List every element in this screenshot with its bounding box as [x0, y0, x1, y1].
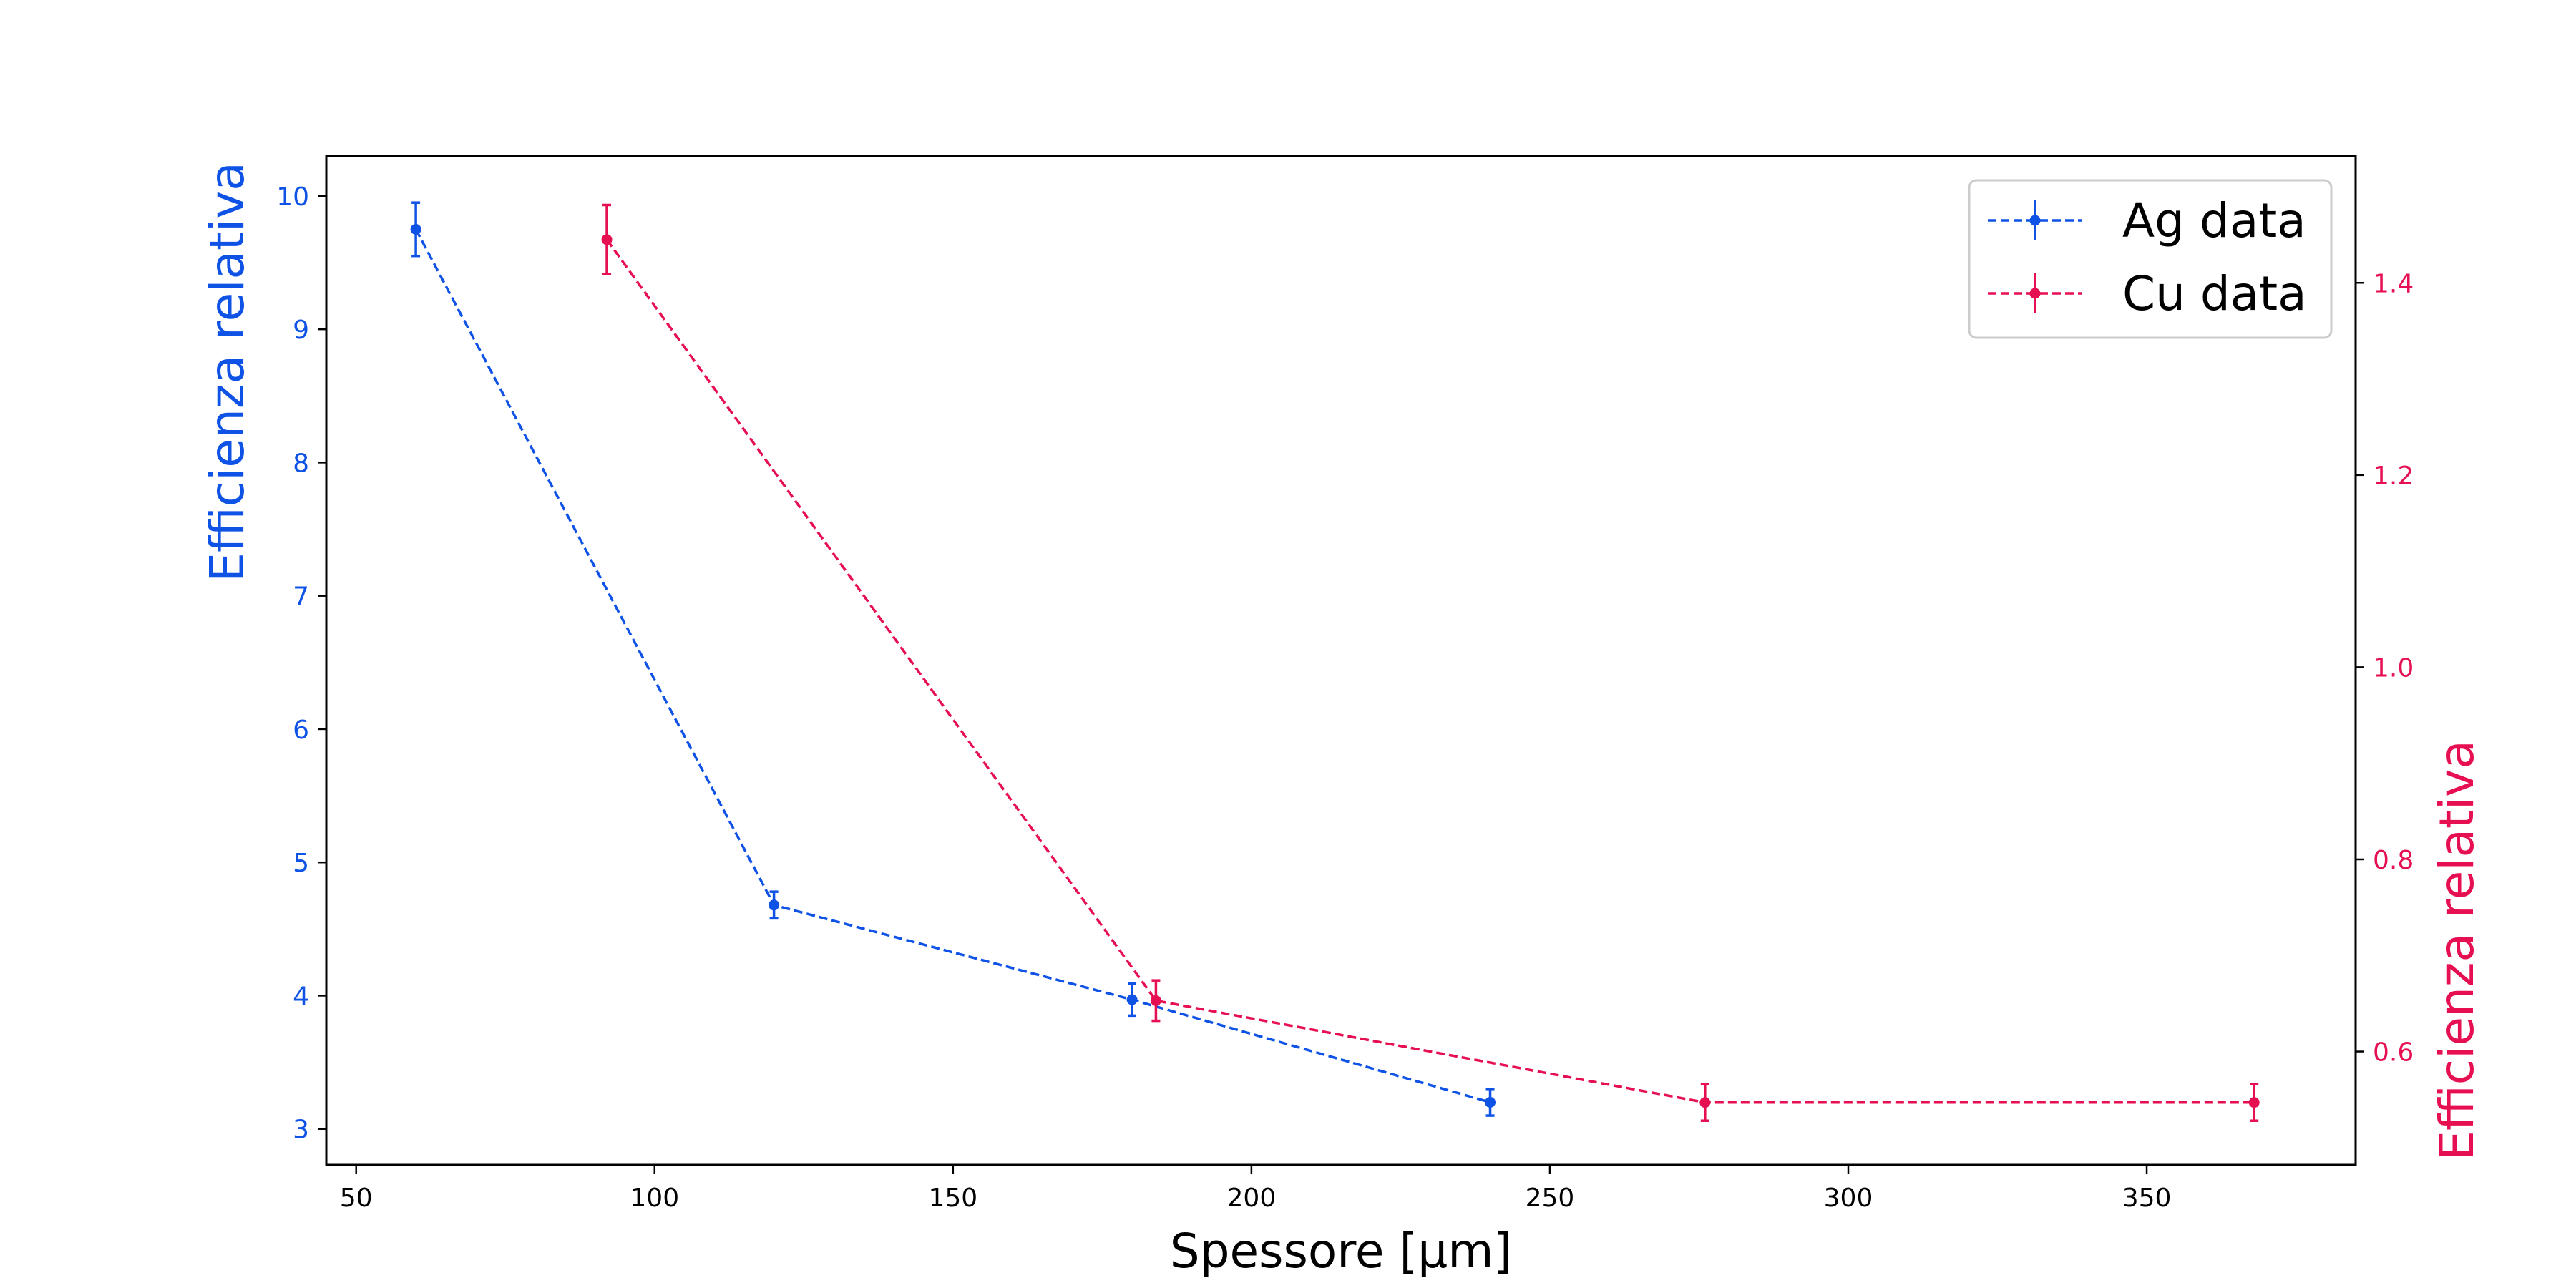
left-y-tick-label: 8 — [293, 449, 309, 478]
data-point — [410, 223, 421, 235]
legend-label-cu: Cu data — [2122, 266, 2307, 321]
x-tick-label: 200 — [1227, 1184, 1277, 1213]
legend-marker-cu — [2029, 288, 2041, 299]
legend-entry-cu: Cu data — [1988, 266, 2307, 321]
left-y-tick-label: 5 — [293, 849, 309, 878]
data-point — [601, 234, 613, 245]
left-y-tick-label: 9 — [293, 316, 309, 345]
series-ag-data — [410, 201, 1496, 1117]
legend-entry-ag: Ag data — [1988, 193, 2306, 248]
x-tick-label: 250 — [1526, 1184, 1575, 1213]
left-y-axis: 3 4 5 6 7 8 9 10 — [276, 182, 326, 1145]
legend-marker-ag — [2029, 215, 2041, 226]
data-point — [2248, 1097, 2260, 1108]
x-tick-label: 150 — [928, 1184, 977, 1213]
series-line-ag-data — [414, 228, 1491, 1104]
x-tick-label: 300 — [1824, 1184, 1873, 1213]
plot-frame — [325, 155, 2357, 1166]
series-layer — [410, 201, 2260, 1122]
left-y-tick-label: 10 — [276, 182, 309, 212]
series-line-cu-data — [605, 238, 2255, 1104]
x-tick-label: 50 — [340, 1184, 373, 1213]
right-y-tick-label: 0.6 — [2373, 1038, 2414, 1068]
data-point — [1150, 995, 1161, 1006]
left-y-axis-title: Efficienza relativa — [200, 162, 255, 582]
series-cu-data — [601, 203, 2260, 1122]
x-tick-label: 100 — [630, 1184, 679, 1213]
data-point — [1126, 994, 1138, 1005]
data-point — [769, 899, 780, 911]
x-axis: 50 100 150 200 250 300 350 — [340, 1165, 2172, 1213]
right-y-tick-label: 0.8 — [2373, 846, 2414, 875]
x-axis-title: Spessore [μm] — [1170, 1224, 1513, 1279]
right-y-tick-label: 1.0 — [2373, 653, 2414, 683]
x-tick-label: 350 — [2122, 1184, 2172, 1213]
left-y-tick-label: 7 — [293, 582, 309, 612]
right-y-tick-label: 1.2 — [2373, 462, 2414, 491]
right-y-tick-label: 1.4 — [2373, 269, 2414, 298]
legend: Ag data Cu data — [1968, 179, 2333, 339]
legend-label-ag: Ag data — [2122, 193, 2306, 248]
left-y-tick-label: 4 — [293, 982, 309, 1011]
right-y-axis-title: Efficienza relativa — [2429, 740, 2484, 1160]
left-y-tick-label: 6 — [293, 716, 309, 745]
left-y-tick-label: 3 — [293, 1116, 309, 1145]
data-point — [1485, 1096, 1496, 1108]
data-point — [1699, 1097, 1711, 1108]
right-y-axis: 0.6 0.8 1.0 1.2 1.4 — [2356, 269, 2414, 1068]
